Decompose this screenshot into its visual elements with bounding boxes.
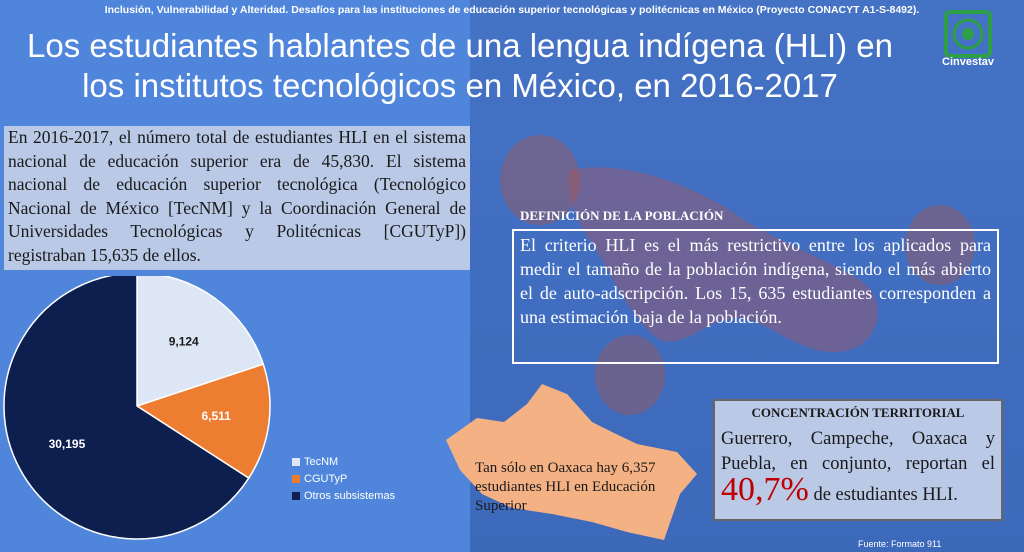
legend-swatch xyxy=(292,475,300,483)
person-illustration-bottom xyxy=(595,335,665,415)
concentration-suffix: de estudiantes HLI. xyxy=(813,485,958,505)
concentration-text: Guerrero, Campeche, Oaxaca y Puebla, en … xyxy=(721,427,995,508)
title-line-1: Los estudiantes hablantes de una lengua … xyxy=(27,27,893,64)
pie-data-label: 9,124 xyxy=(169,334,199,348)
legend-item: CGUTyP xyxy=(292,473,395,485)
definition-heading: DEFINICIÓN DE LA POBLACIÓN xyxy=(520,208,724,223)
definition-box: El criterio HLI es el más restrictivo en… xyxy=(512,229,999,364)
person-illustration-left xyxy=(500,135,580,225)
legend-label: CGUTyP xyxy=(304,473,348,485)
pie-data-label: 6,511 xyxy=(201,409,231,423)
source-note: Fuente: Formato 911 xyxy=(858,539,942,549)
concentration-percent: 40,7% xyxy=(721,471,809,508)
logo-label: Cinvestav xyxy=(942,56,994,68)
project-banner: Inclusión, Vulnerabilidad y Alteridad. D… xyxy=(104,4,920,16)
pie-slice-tecnm xyxy=(136,276,265,408)
mexico-map-illustration xyxy=(568,167,879,353)
concentration-sentence: Guerrero, Campeche, Oaxaca y Puebla, en … xyxy=(721,429,995,474)
oaxaca-map-shape xyxy=(446,384,697,540)
legend-swatch xyxy=(292,492,300,500)
oaxaca-caption: Tan sólo en Oaxaca hay 6,357 estudiantes… xyxy=(475,460,656,514)
legend-label: TecNM xyxy=(304,456,339,468)
cinvestav-logo-icon xyxy=(944,10,992,58)
intro-paragraph: En 2016-2017, el número total de estudia… xyxy=(8,127,466,265)
legend-swatch xyxy=(292,458,300,466)
title-line-2: los institutos tecnológicos en México, e… xyxy=(82,67,838,104)
page-title: Los estudiantes hablantes de una lengua … xyxy=(10,26,910,106)
chart-legend: TecNM CGUTyP Otros subsistemas xyxy=(292,456,395,507)
pie-slice-otros-subsistemas xyxy=(3,276,250,540)
person-illustration-right xyxy=(905,205,975,285)
intro-text-box: En 2016-2017, el número total de estudia… xyxy=(4,126,470,270)
pie-chart: 9,124 6,511 30,195 xyxy=(3,276,271,540)
legend-item: TecNM xyxy=(292,456,395,468)
legend-label: Otros subsistemas xyxy=(304,490,396,502)
pie-data-label: 30,195 xyxy=(49,437,86,451)
definition-text: El criterio HLI es el más restrictivo en… xyxy=(520,235,991,327)
concentration-box: CONCENTRACIÓN TERRITORIAL Guerrero, Camp… xyxy=(713,399,1003,521)
concentration-title: CONCENTRACIÓN TERRITORIAL xyxy=(751,405,965,420)
pie-slice-cgutyp xyxy=(135,363,271,480)
legend-item: Otros subsistemas xyxy=(292,490,395,502)
